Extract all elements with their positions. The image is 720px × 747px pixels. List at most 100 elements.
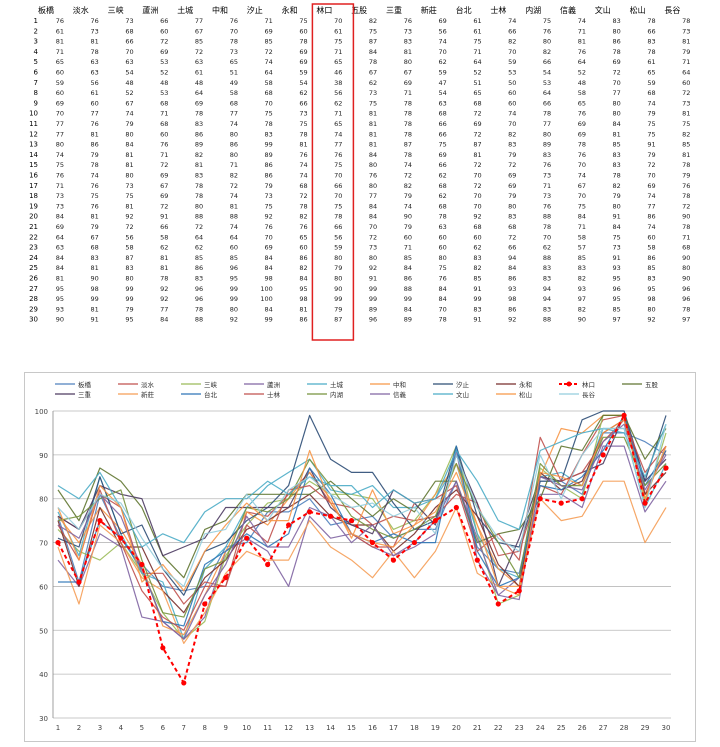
table-cell: 70 — [647, 172, 655, 180]
table-cell: 78 — [404, 120, 412, 128]
table-cell: 81 — [125, 151, 133, 159]
table-cell: 95 — [125, 316, 133, 324]
table-cell: 74 — [508, 110, 516, 118]
table-cell: 78 — [543, 110, 551, 118]
table-cell: 84 — [369, 213, 377, 221]
table-cell: 70 — [578, 192, 586, 200]
table-cell: 81 — [578, 38, 586, 46]
x-tick-label: 15 — [347, 724, 356, 732]
table-cell: 88 — [543, 254, 551, 262]
x-tick-label: 19 — [431, 724, 440, 732]
table-cell: 66 — [334, 182, 342, 190]
table-cell: 71 — [334, 48, 342, 56]
table-cell: 86 — [265, 172, 273, 180]
table-cell: 65 — [473, 89, 481, 97]
table-cell: 66 — [647, 27, 655, 35]
table-cell: 62 — [543, 244, 551, 252]
table-cell: 90 — [682, 275, 690, 283]
table-header: 板橋 — [38, 5, 54, 15]
table-cell: 83 — [473, 254, 481, 262]
table-cell: 75 — [578, 202, 586, 210]
table-cell: 75 — [265, 202, 273, 210]
table-cell: 98 — [647, 295, 655, 303]
table-cell: 81 — [682, 38, 690, 46]
table-cell: 71 — [56, 182, 64, 190]
table-cell: 76 — [543, 161, 551, 169]
table-cell: 75 — [91, 192, 99, 200]
table-cell: 83 — [543, 275, 551, 283]
table-cell: 83 — [195, 275, 203, 283]
y-tick-label: 60 — [39, 583, 48, 591]
table-cell: 80 — [682, 264, 690, 272]
table-cell: 76 — [91, 202, 99, 210]
table-cell: 83 — [508, 141, 516, 149]
table-cell: 99 — [125, 285, 133, 293]
table-cell: 78 — [613, 172, 621, 180]
table-cell: 69 — [578, 130, 586, 138]
table-cell: 78 — [404, 130, 412, 138]
table-cell: 82 — [508, 130, 516, 138]
data-point — [579, 496, 585, 502]
table-cell: 78 — [299, 202, 307, 210]
table-cell: 80 — [195, 202, 203, 210]
table-cell: 60 — [508, 89, 516, 97]
table-cell: 72 — [473, 182, 481, 190]
table-cell: 76 — [91, 120, 99, 128]
table-cell: 86 — [265, 161, 273, 169]
table-cell: 88 — [404, 285, 412, 293]
table-cell: 60 — [439, 244, 447, 252]
table-cell: 78 — [299, 130, 307, 138]
table-cell: 85 — [647, 264, 655, 272]
x-tick-label: 7 — [182, 724, 186, 732]
table-cell: 70 — [473, 172, 481, 180]
series-line-松山 — [57, 419, 667, 596]
table-cell: 59 — [56, 79, 64, 87]
row-label: 26 — [29, 275, 38, 283]
table-cell: 54 — [439, 89, 447, 97]
table-cell: 69 — [160, 192, 168, 200]
table-cell: 84 — [439, 295, 447, 303]
table-cell: 92 — [230, 316, 238, 324]
x-tick-label: 10 — [242, 724, 251, 732]
table-cell: 68 — [265, 89, 273, 97]
table-cell: 81 — [682, 110, 690, 118]
table-cell: 99 — [334, 295, 342, 303]
table-cell: 82 — [578, 305, 586, 313]
table-cell: 78 — [439, 213, 447, 221]
table-cell: 86 — [508, 305, 516, 313]
table-cell: 67 — [91, 233, 99, 241]
table-cell: 83 — [195, 172, 203, 180]
table-cell: 79 — [125, 120, 133, 128]
series-line-汐止 — [57, 410, 667, 596]
row-label: 24 — [29, 254, 38, 262]
table-cell: 66 — [125, 38, 133, 46]
table-cell: 70 — [473, 192, 481, 200]
table-cell: 74 — [334, 130, 342, 138]
table-cell: 69 — [473, 120, 481, 128]
table-cell: 82 — [369, 17, 377, 25]
table-cell: 68 — [473, 99, 481, 107]
table-cell: 99 — [369, 295, 377, 303]
table-cell: 98 — [265, 275, 273, 283]
table-cell: 56 — [334, 89, 342, 97]
table-cell: 81 — [369, 120, 377, 128]
series-line-台北 — [58, 414, 667, 627]
table-cell: 71 — [682, 58, 690, 66]
data-point — [600, 452, 606, 458]
table-cell: 72 — [473, 130, 481, 138]
table-cell: 79 — [334, 264, 342, 272]
table-cell: 67 — [369, 69, 377, 77]
x-tick-label: 16 — [368, 724, 377, 732]
table-cell: 66 — [508, 244, 516, 252]
table-cell: 82 — [543, 48, 551, 56]
table-cell: 73 — [369, 89, 377, 97]
table-cell: 62 — [195, 244, 203, 252]
data-point — [432, 518, 438, 524]
table-cell: 60 — [56, 89, 64, 97]
row-label: 29 — [29, 305, 38, 313]
table-cell: 73 — [230, 48, 238, 56]
table-cell: 85 — [195, 254, 203, 262]
table-cell: 53 — [543, 79, 551, 87]
row-label: 8 — [34, 89, 38, 97]
table-cell: 95 — [56, 295, 64, 303]
